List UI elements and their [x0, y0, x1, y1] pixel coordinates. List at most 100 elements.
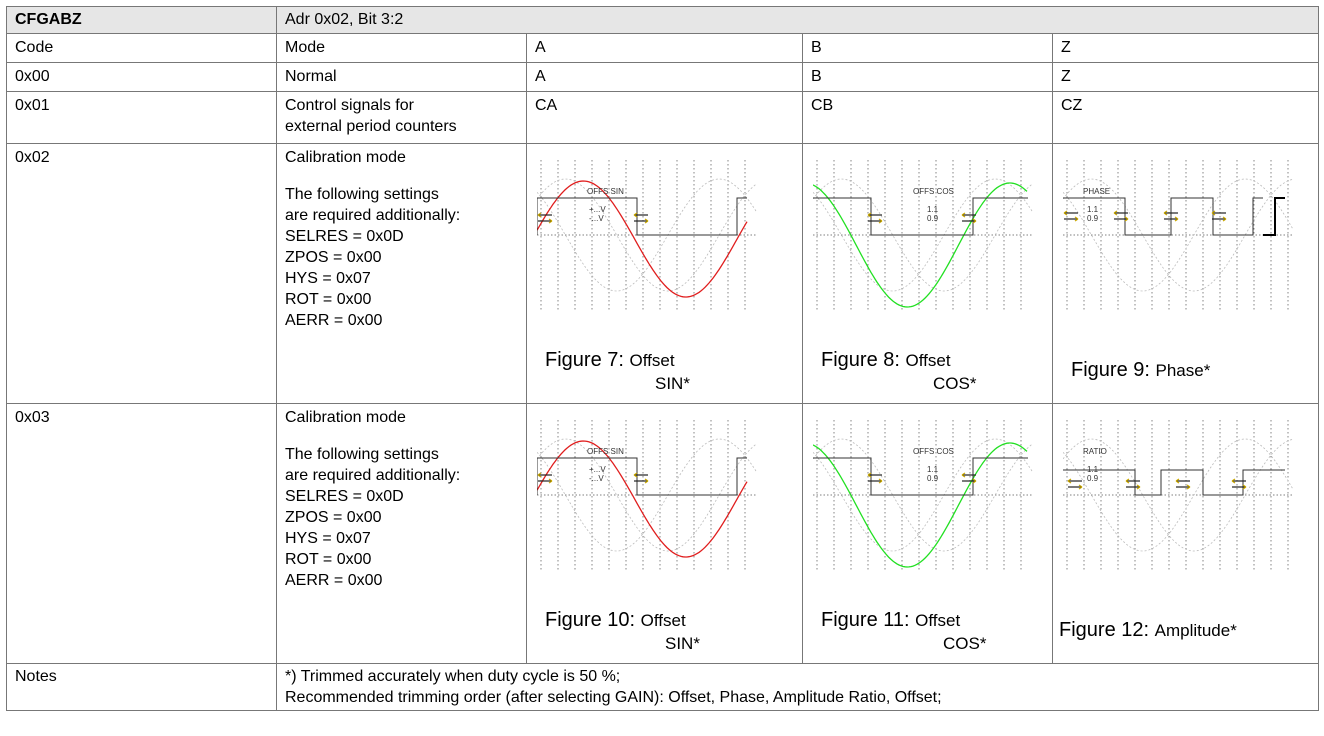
row-code: 0x02 — [6, 143, 277, 404]
figure-caption-text: COS* — [933, 374, 977, 393]
adjust-arrows-icon — [961, 212, 977, 224]
col-header-code: Code — [6, 33, 277, 63]
reference-wave — [537, 178, 757, 292]
setting-line: SELRES = 0x0D — [285, 488, 404, 505]
adjust-arrows-icon — [961, 472, 977, 484]
digital-signal — [813, 457, 1028, 496]
setting-line: ZPOS = 0x00 — [285, 249, 382, 266]
figure-caption: Figure 10: Offset SIN* — [545, 609, 700, 655]
table-row: 0x00 Normal A B Z — [6, 62, 1320, 92]
plot-value-top: +...V — [589, 205, 606, 214]
figure-caption: Figure 12: Amplitude* — [1059, 619, 1237, 642]
plot-value-bottom: -...V — [589, 474, 604, 483]
notes-row: Notes *) Trimmed accurately when duty cy… — [6, 663, 1320, 711]
row-mode: Calibration mode The following settings … — [276, 143, 527, 404]
col-header-z: Z — [1051, 33, 1320, 63]
register-name: CFGABZ — [6, 6, 277, 34]
figure-number: Figure 9: — [1071, 359, 1150, 381]
digital-signal — [1063, 469, 1285, 496]
setting-line: HYS = 0x07 — [285, 270, 371, 287]
adjust-arrows-icon — [1231, 478, 1247, 490]
digital-signal — [537, 457, 747, 496]
adjust-arrows-icon — [633, 212, 649, 224]
reference-wave — [1063, 438, 1293, 552]
figure-caption-text: Offset — [629, 351, 675, 370]
adjust-arrows-icon — [1125, 478, 1141, 490]
adjust-arrows-icon — [1063, 210, 1079, 222]
adjust-arrows-icon — [867, 212, 883, 224]
setting-line: ROT = 0x00 — [285, 551, 372, 568]
plot-label: OFFS COS — [913, 447, 954, 456]
reference-wave — [1063, 178, 1293, 292]
adjust-arrows-icon — [1113, 210, 1129, 222]
plot-value-top: 1.1 — [1087, 205, 1099, 214]
reference-wave — [813, 438, 1033, 552]
sin-wave — [537, 440, 748, 558]
figure-cell: OFFS SIN +...V -...V Figure 10: Offset SIN… — [526, 403, 803, 664]
register-address: Adr 0x02, Bit 3:2 — [275, 6, 1320, 34]
row-b: B — [802, 62, 1053, 92]
reference-wave — [537, 178, 757, 292]
cos-wave — [813, 442, 1028, 568]
notes-line: *) Trimmed accurately when duty cycle is… — [285, 668, 621, 685]
figure-caption-text: SIN* — [655, 374, 690, 393]
adjust-arrows-icon — [1211, 210, 1227, 222]
reference-wave — [813, 178, 1033, 292]
waveform-figure: OFFS COS 1.10.9 — [813, 160, 1033, 310]
reference-wave — [537, 438, 757, 552]
mode-intro-line: The following settings — [285, 186, 439, 203]
sin-wave — [537, 180, 748, 298]
digital-signal — [813, 197, 1028, 236]
digital-signal — [537, 197, 747, 236]
setting-line: SELRES = 0x0D — [285, 228, 404, 245]
calibration-row: 0x02 Calibration mode The following sett… — [6, 143, 1320, 404]
figure-cell: RATIO 1.1 0.9 Figure 12: Amplitude* — [1051, 403, 1320, 664]
plot-label: OFFS SIN — [587, 187, 624, 196]
row-code: 0x03 — [6, 403, 277, 664]
adjust-arrows-icon — [867, 472, 883, 484]
col-header-mode: Mode — [276, 33, 527, 63]
adjust-arrows-icon — [1067, 478, 1083, 490]
plot-label: OFFS SIN — [587, 447, 624, 456]
figure-cell: PHASE 1.1 0.9 Figure 9: Phase* — [1051, 143, 1320, 404]
col-header-a: A — [526, 33, 803, 63]
cos-wave — [813, 182, 1028, 308]
col-header-b: B — [802, 33, 1053, 63]
row-a: A — [526, 62, 803, 92]
notes-label: Notes — [6, 663, 277, 711]
column-header-row: Code Mode A B Z — [6, 33, 1320, 63]
figure-caption: Figure 9: Phase* — [1071, 359, 1210, 382]
adjust-arrows-icon — [537, 212, 553, 224]
row-code: 0x00 — [6, 62, 277, 92]
row-mode: Calibration mode The following settings … — [276, 403, 527, 664]
table-row: 0x01 Control signals for external period… — [6, 91, 1320, 144]
figure-caption-text: Amplitude* — [1154, 621, 1237, 640]
table-header-row: CFGABZ Adr 0x02, Bit 3:2 — [6, 6, 1320, 34]
mode-intro-line: The following settings — [285, 446, 439, 463]
figure-number: Figure 8: — [821, 349, 900, 371]
setting-line: HYS = 0x07 — [285, 530, 371, 547]
plot-value-bottom: 0.9 — [927, 474, 939, 483]
figure-caption-text: COS* — [943, 634, 987, 653]
cfgabz-register-table: CFGABZ Adr 0x02, Bit 3:2 Code Mode A B Z… — [6, 6, 1320, 711]
mode-intro-line: are required additionally: — [285, 467, 461, 484]
row-mode: Normal — [276, 62, 527, 92]
notes-line: Recommended trimming order (after select… — [285, 689, 942, 706]
adjust-arrows-icon — [633, 472, 649, 484]
row-b: CB — [802, 91, 1053, 144]
mode-line: external period counters — [285, 118, 457, 135]
waveform-figure: RATIO 1.10.9 — [1063, 420, 1293, 570]
plot-value-bottom: 0.9 — [1087, 214, 1099, 223]
plot-label: RATIO — [1083, 447, 1107, 456]
waveform-figure: OFFS SIN +...V-...V — [537, 420, 757, 570]
setting-line: AERR = 0x00 — [285, 312, 383, 329]
plot-label: PHASE — [1083, 187, 1110, 196]
waveform-figure: OFFS SIN +...V-...V — [537, 160, 757, 310]
figure-caption: Figure 7: Offset SIN* — [545, 349, 690, 395]
mode-title: Calibration mode — [285, 409, 406, 426]
mode-line: Control signals for — [285, 97, 414, 114]
notes-text: *) Trimmed accurately when duty cycle is… — [275, 663, 1320, 711]
adjust-arrows-icon — [1163, 210, 1179, 222]
row-code: 0x01 — [6, 91, 277, 144]
figure-caption-text: Phase* — [1155, 361, 1211, 380]
